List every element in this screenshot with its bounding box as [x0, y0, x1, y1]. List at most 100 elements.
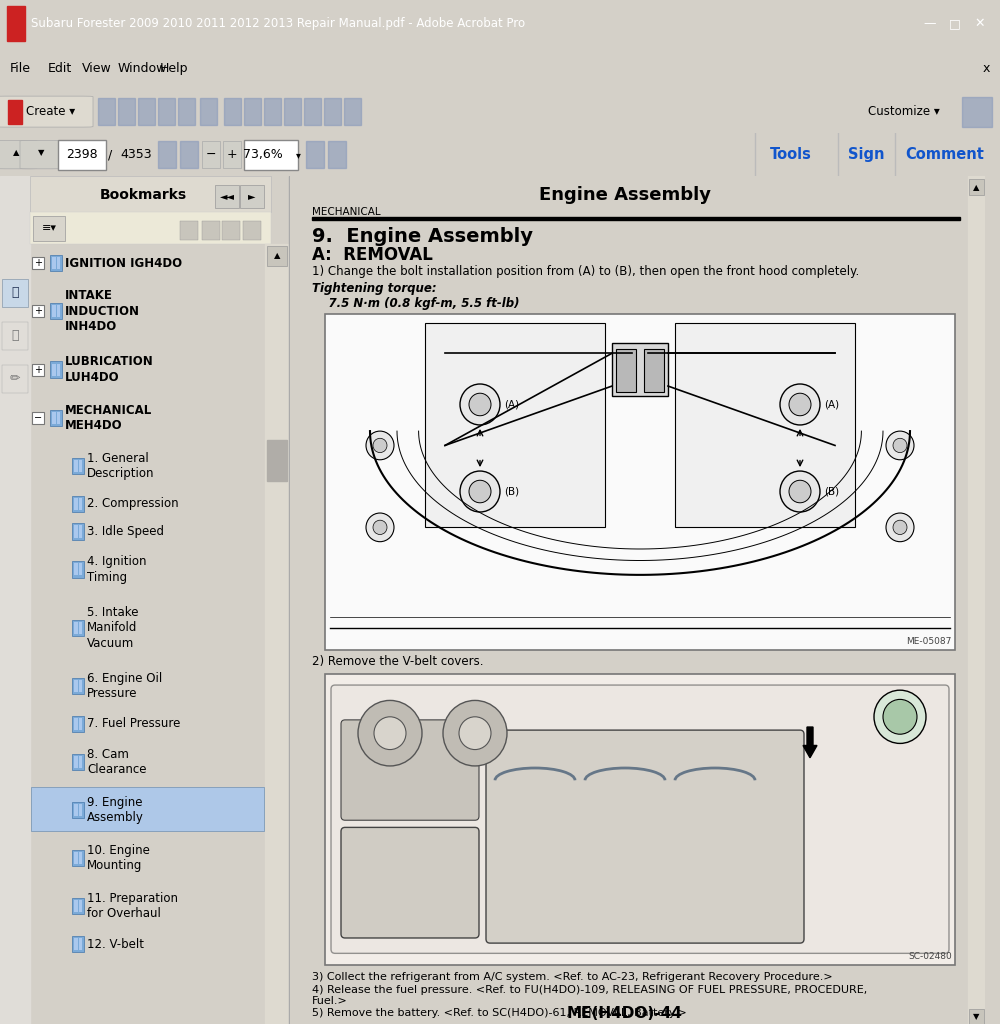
Bar — [969, 179, 984, 195]
Bar — [32, 305, 44, 317]
Text: −: − — [206, 148, 216, 161]
Bar — [32, 364, 44, 376]
Bar — [243, 221, 261, 240]
Circle shape — [469, 393, 491, 416]
Bar — [79, 804, 82, 816]
Bar — [344, 98, 361, 125]
Circle shape — [780, 384, 820, 425]
Text: File: File — [10, 62, 31, 75]
Bar — [138, 98, 155, 125]
Text: 6. Engine Oil
Pressure: 6. Engine Oil Pressure — [87, 672, 162, 700]
Text: LUBRICATION
LUH4DO: LUBRICATION LUH4DO — [65, 355, 154, 384]
Bar — [72, 716, 84, 732]
Bar — [2, 279, 28, 307]
Circle shape — [883, 699, 917, 734]
FancyBboxPatch shape — [0, 96, 93, 127]
Bar — [79, 622, 82, 634]
Bar — [50, 255, 62, 271]
Text: ✏: ✏ — [10, 373, 20, 385]
Circle shape — [366, 513, 394, 542]
Bar — [74, 756, 78, 768]
Circle shape — [460, 471, 500, 512]
Text: View: View — [82, 62, 112, 75]
Circle shape — [459, 717, 491, 750]
Bar — [74, 563, 78, 575]
Text: 9.  Engine Assembly: 9. Engine Assembly — [312, 227, 533, 246]
Circle shape — [443, 700, 507, 766]
Circle shape — [469, 480, 491, 503]
Bar — [79, 852, 82, 864]
FancyBboxPatch shape — [0, 140, 37, 169]
Text: ME-05087: ME-05087 — [907, 637, 952, 646]
Bar — [224, 98, 241, 125]
Text: 2398: 2398 — [66, 148, 98, 161]
Bar — [74, 680, 78, 692]
Text: 11. Preparation
for Overhaul: 11. Preparation for Overhaul — [87, 892, 178, 921]
Text: 🔖: 🔖 — [11, 287, 19, 299]
Bar — [72, 561, 84, 578]
Text: A:  REMOVAL: A: REMOVAL — [312, 246, 433, 264]
Bar — [267, 246, 287, 266]
Bar — [289, 176, 290, 1024]
Text: 4353: 4353 — [120, 148, 152, 161]
Text: +: + — [34, 258, 42, 268]
Bar — [962, 96, 992, 127]
Text: ►: ► — [248, 191, 256, 202]
Text: ▾: ▾ — [296, 150, 300, 160]
Bar — [284, 98, 301, 125]
Bar — [74, 804, 78, 816]
Bar — [50, 361, 62, 378]
Text: —: — — [924, 17, 936, 30]
Text: Engine Assembly: Engine Assembly — [539, 185, 711, 204]
Bar — [72, 620, 84, 636]
FancyBboxPatch shape — [33, 216, 65, 241]
Text: Customize ▾: Customize ▾ — [868, 105, 940, 118]
Text: Help: Help — [160, 62, 188, 75]
Bar — [612, 343, 668, 396]
Text: (A): (A) — [504, 399, 519, 410]
Bar — [79, 498, 82, 510]
Bar — [74, 525, 78, 538]
Bar — [50, 303, 62, 319]
Bar — [7, 6, 25, 41]
Text: +: + — [34, 306, 42, 316]
Bar — [72, 898, 84, 914]
Circle shape — [780, 471, 820, 512]
Bar — [98, 98, 115, 125]
Bar — [8, 99, 22, 124]
Bar — [72, 850, 84, 866]
Text: 1. General
Description: 1. General Description — [87, 452, 154, 480]
Text: 2. Compression: 2. Compression — [87, 498, 179, 510]
Text: /: / — [108, 148, 112, 161]
Text: 10. Engine
Mounting: 10. Engine Mounting — [87, 844, 150, 872]
Text: IGNITION IGH4DO: IGNITION IGH4DO — [65, 257, 182, 269]
Bar — [72, 458, 84, 474]
Bar — [52, 364, 56, 376]
Text: ME(H4DO)-44: ME(H4DO)-44 — [567, 1006, 683, 1021]
Bar — [57, 305, 60, 317]
Circle shape — [886, 431, 914, 460]
Bar — [31, 787, 264, 831]
Text: Sign: Sign — [848, 147, 885, 162]
Bar — [244, 139, 298, 170]
Bar — [324, 98, 341, 125]
Bar — [79, 938, 82, 950]
Text: Comment: Comment — [905, 147, 984, 162]
Text: (A): (A) — [824, 399, 839, 410]
Bar — [79, 563, 82, 575]
Text: −: − — [34, 413, 42, 423]
Bar — [223, 141, 241, 168]
Bar — [244, 98, 261, 125]
Bar — [265, 244, 290, 1024]
Text: 12. V-belt: 12. V-belt — [87, 938, 144, 950]
Text: Edit: Edit — [48, 62, 72, 75]
Circle shape — [893, 520, 907, 535]
Bar — [79, 525, 82, 538]
Text: 8. Cam
Clearance: 8. Cam Clearance — [87, 748, 146, 776]
FancyBboxPatch shape — [341, 827, 479, 938]
Bar — [968, 176, 985, 1024]
Text: 📎: 📎 — [11, 330, 19, 342]
Text: Create ▾: Create ▾ — [26, 105, 75, 118]
Text: ✕: ✕ — [975, 17, 985, 30]
Text: MECHANICAL: MECHANICAL — [312, 207, 381, 217]
